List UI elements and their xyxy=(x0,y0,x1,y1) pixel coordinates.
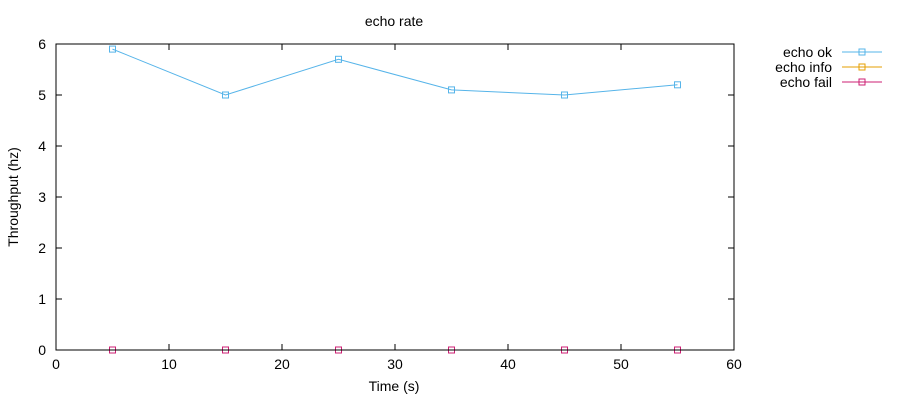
legend-marker xyxy=(858,63,866,71)
x-tick-label: 30 xyxy=(387,356,403,372)
y-tick-label: 6 xyxy=(38,36,46,52)
data-point xyxy=(222,91,229,99)
x-tick-label: 20 xyxy=(274,356,290,372)
data-point xyxy=(561,91,568,99)
plot-frame xyxy=(55,43,735,351)
x-axis-title: Time (s) xyxy=(369,378,420,394)
x-tick-label: 10 xyxy=(161,356,177,372)
legend-marker xyxy=(858,78,866,86)
chart-title: echo rate xyxy=(365,13,424,29)
data-point xyxy=(109,45,116,53)
y-tick-label: 2 xyxy=(38,240,46,256)
y-tick-label: 5 xyxy=(38,87,46,103)
x-tick-label: 60 xyxy=(726,356,742,372)
legend-marker xyxy=(858,48,866,56)
data-point xyxy=(448,86,455,94)
y-tick-label: 1 xyxy=(38,291,46,307)
legend-label: echo info xyxy=(775,59,832,75)
y-axis-title: Throughput (hz) xyxy=(5,147,21,247)
x-tick-label: 50 xyxy=(613,356,629,372)
legend-label: echo fail xyxy=(780,74,832,90)
plot-area xyxy=(109,45,681,354)
y-tick-label: 4 xyxy=(38,138,46,154)
x-tick-label: 0 xyxy=(52,356,60,372)
y-tick-label: 0 xyxy=(38,342,46,358)
y-tick-label: 3 xyxy=(38,189,46,205)
x-tick-label: 40 xyxy=(500,356,516,372)
legend-label: echo ok xyxy=(783,44,833,60)
series-line-echo-ok xyxy=(112,48,678,96)
data-point xyxy=(674,81,681,89)
data-point xyxy=(335,55,342,63)
